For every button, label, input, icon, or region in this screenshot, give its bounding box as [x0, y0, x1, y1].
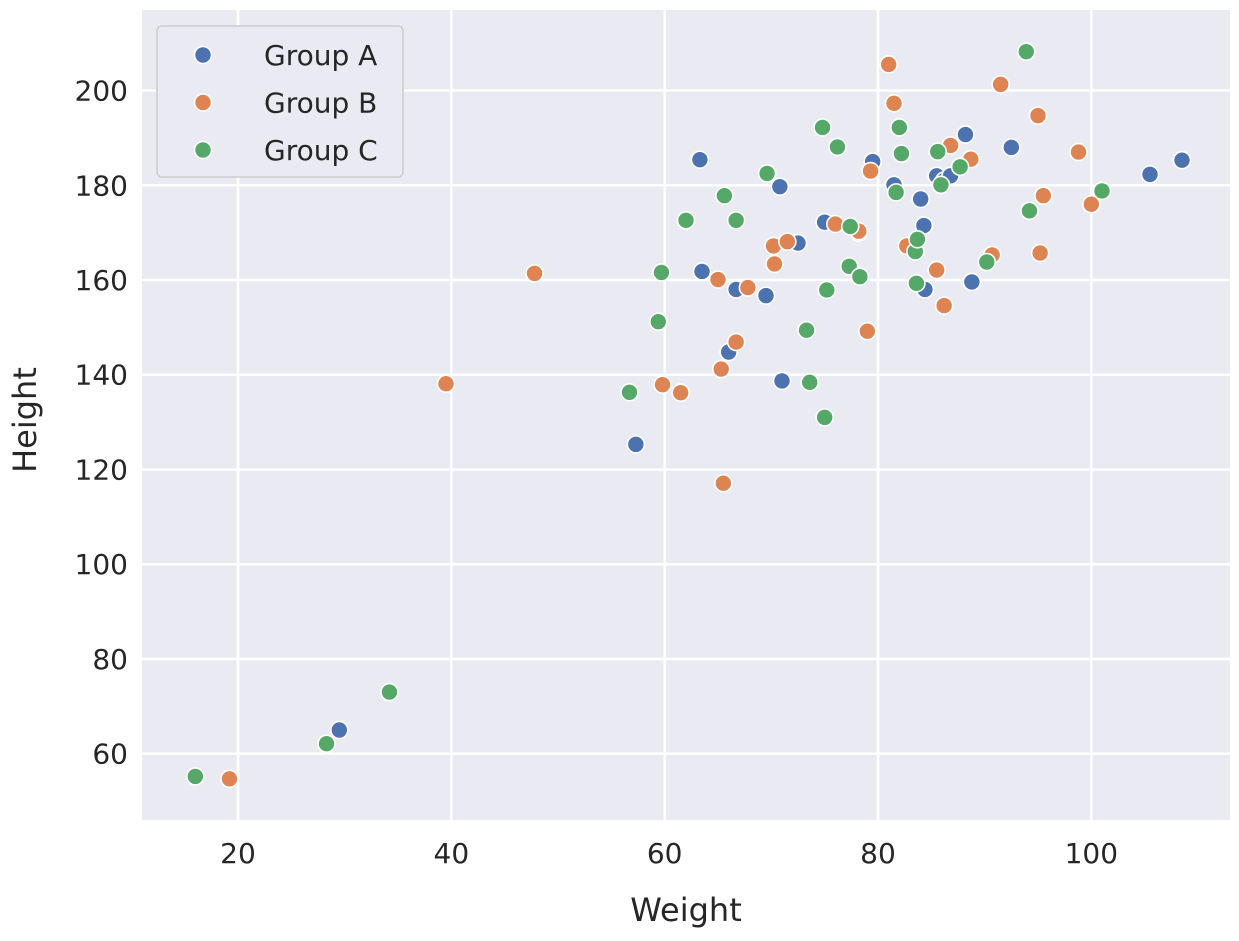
group-a-point: [962, 272, 982, 292]
group-a-point: [911, 189, 930, 209]
group-c-point: [928, 142, 948, 161]
legend-marker-group-b: [193, 93, 213, 112]
group-c-point: [715, 186, 734, 205]
y-tick-label: 200: [75, 75, 128, 108]
group-a-point: [626, 435, 646, 454]
y-tick-label: 120: [75, 453, 128, 486]
group-b-point: [671, 383, 690, 403]
group-b-point: [714, 473, 733, 493]
group-b-point: [738, 278, 758, 297]
group-c-point: [652, 263, 671, 282]
group-b-point: [1082, 194, 1101, 214]
group-c-point: [648, 312, 668, 331]
group-b-point: [220, 769, 239, 789]
group-b-point: [778, 232, 797, 251]
group-c-point: [892, 144, 911, 163]
legend: Group A Group B Group C: [156, 25, 404, 178]
legend-label-group-c: Group C: [264, 134, 378, 167]
group-a-point: [330, 720, 349, 740]
group-b-point: [991, 75, 1010, 94]
x-tick-label: 60: [647, 837, 683, 870]
group-c-point: [890, 118, 909, 137]
group-b-point: [1069, 142, 1088, 162]
group-c-point: [850, 267, 870, 286]
y-tick-labels: 60 80 100 120 140 160 180 200: [75, 75, 128, 771]
group-b-point: [436, 374, 456, 394]
group-b-point: [711, 359, 731, 379]
group-c-point: [186, 767, 205, 786]
group-a-point: [1140, 165, 1160, 184]
group-c-point: [950, 157, 970, 177]
group-a-point: [1172, 150, 1192, 170]
group-b-point: [1034, 186, 1053, 205]
group-c-point: [620, 382, 639, 402]
group-c-point: [977, 252, 997, 272]
group-c-point: [1016, 42, 1036, 61]
group-c-point: [828, 137, 847, 157]
group-c-point: [676, 211, 696, 230]
y-tick-label: 160: [75, 264, 128, 297]
group-b-point: [1030, 243, 1050, 263]
y-tick-label: 180: [75, 169, 128, 202]
group-c-point: [1020, 201, 1039, 221]
group-c-point: [886, 183, 906, 202]
group-c-point: [317, 734, 336, 754]
group-b-point: [879, 55, 898, 74]
data-points: [186, 42, 1192, 789]
group-a-point: [692, 262, 712, 281]
group-c-point: [800, 373, 820, 392]
y-tick-label: 60: [92, 738, 128, 771]
group-a-point: [756, 286, 776, 305]
group-c-point: [797, 320, 816, 340]
y-tick-label: 80: [92, 643, 128, 676]
group-c-point: [908, 229, 927, 249]
group-a-point: [690, 150, 710, 169]
group-c-point: [840, 217, 860, 236]
group-a-point: [956, 125, 975, 144]
group-b-point: [927, 260, 946, 280]
y-tick-label: 100: [75, 548, 128, 581]
x-tick-label: 20: [220, 837, 256, 870]
group-b-point: [653, 375, 672, 394]
x-tick-label: 100: [1065, 837, 1118, 870]
group-c-point: [1092, 181, 1112, 201]
group-b-point: [934, 296, 954, 315]
group-c-point: [380, 682, 399, 702]
group-b-point: [708, 270, 728, 289]
group-a-point: [770, 177, 790, 196]
legend-marker-group-a: [193, 45, 213, 65]
group-b-point: [1028, 106, 1048, 125]
group-b-point: [726, 332, 746, 352]
group-b-point: [765, 254, 784, 274]
legend-label-group-b: Group B: [264, 87, 377, 120]
group-c-point: [813, 118, 832, 137]
group-b-point: [884, 94, 904, 113]
group-c-point: [817, 280, 837, 300]
group-c-point: [726, 211, 746, 230]
group-b-point: [858, 321, 877, 341]
group-c-point: [907, 274, 926, 293]
group-c-point: [757, 164, 777, 183]
x-tick-labels: 20 40 60 80 100: [220, 837, 1118, 870]
legend-frame: [156, 25, 404, 178]
x-tick-label: 40: [434, 837, 470, 870]
group-b-point: [525, 264, 544, 283]
legend-marker-group-c: [193, 140, 213, 160]
group-c-point: [815, 408, 834, 427]
x-axis-label: Weight: [630, 891, 741, 929]
y-tick-label: 140: [75, 359, 128, 392]
group-a-point: [1002, 138, 1021, 157]
y-axis-label: Height: [6, 367, 44, 473]
legend-label-group-a: Group A: [264, 39, 377, 72]
group-c-point: [931, 175, 951, 195]
grid-lines: [142, 10, 1230, 820]
group-a-point: [772, 371, 792, 391]
group-b-point: [861, 161, 880, 181]
x-tick-label: 80: [860, 837, 896, 870]
